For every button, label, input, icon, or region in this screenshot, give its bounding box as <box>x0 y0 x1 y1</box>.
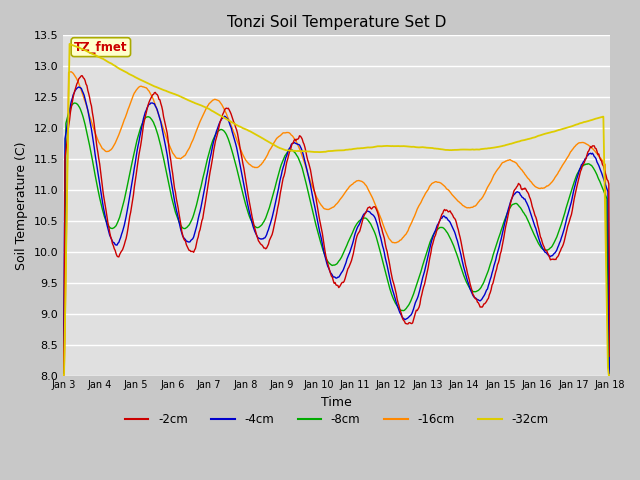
Title: Tonzi Soil Temperature Set D: Tonzi Soil Temperature Set D <box>227 15 446 30</box>
Y-axis label: Soil Temperature (C): Soil Temperature (C) <box>15 141 28 270</box>
Legend: -2cm, -4cm, -8cm, -16cm, -32cm: -2cm, -4cm, -8cm, -16cm, -32cm <box>120 408 553 431</box>
X-axis label: Time: Time <box>321 396 352 409</box>
Text: TZ_fmet: TZ_fmet <box>74 41 127 54</box>
